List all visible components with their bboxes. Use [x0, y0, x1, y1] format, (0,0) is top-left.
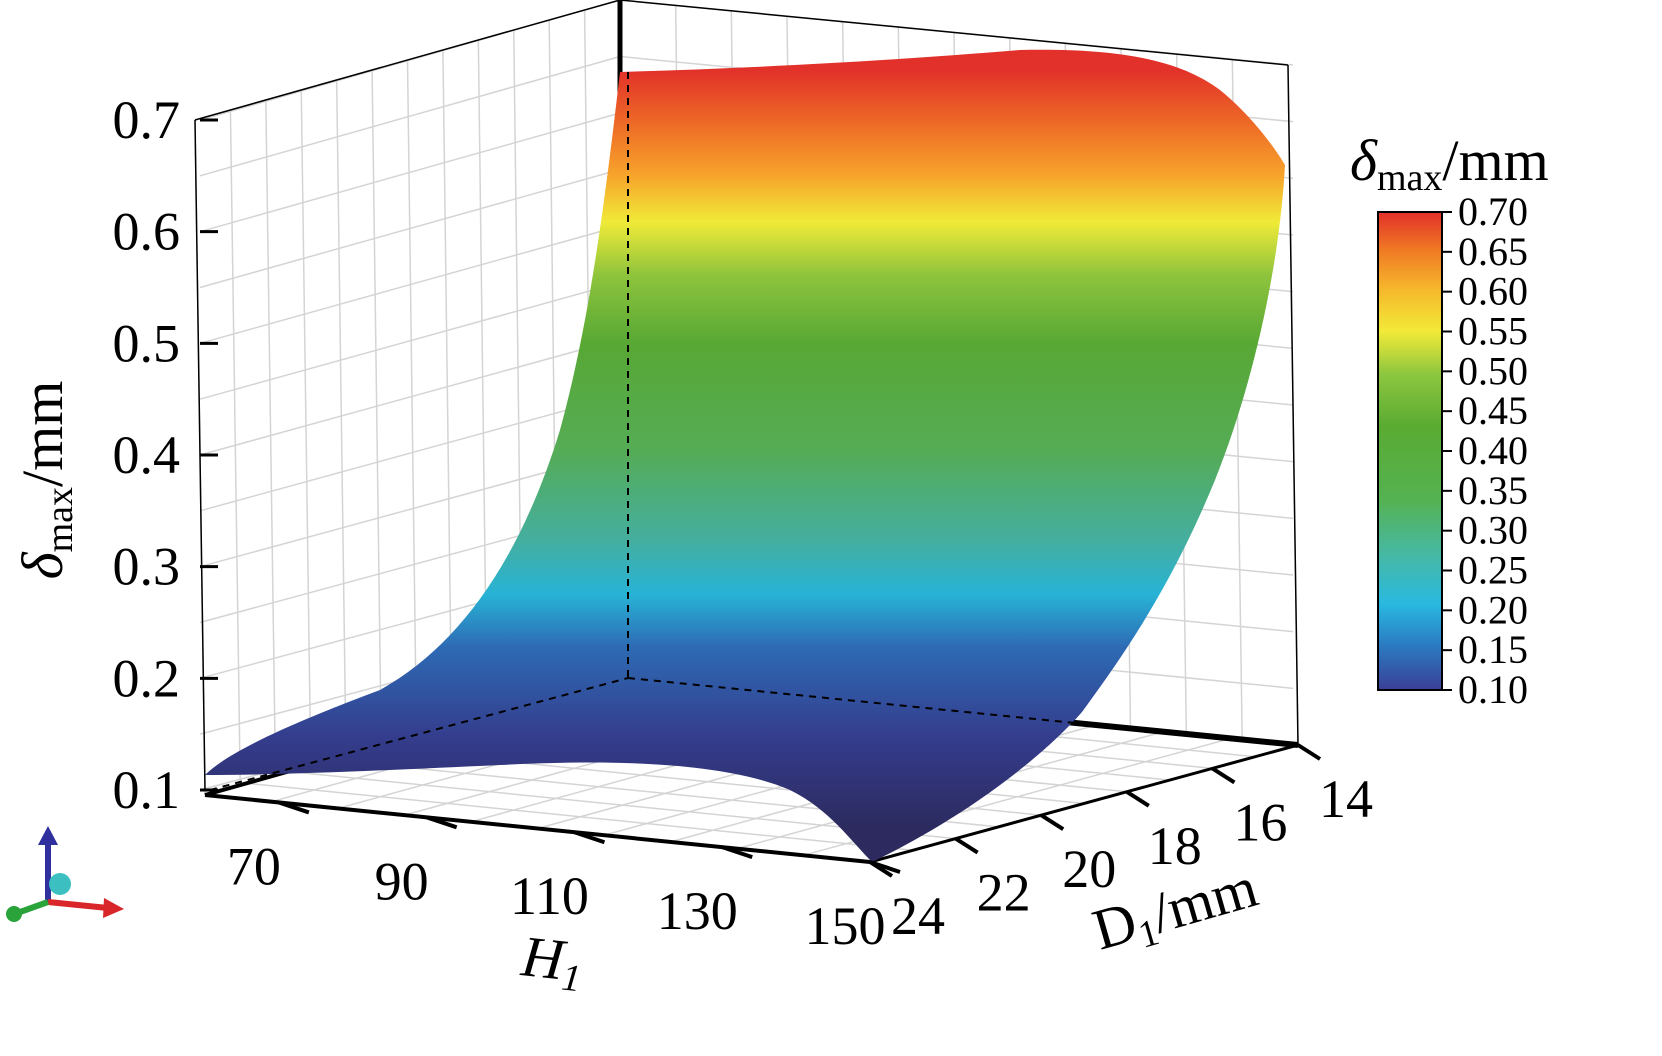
d1-tick-mark: [1125, 790, 1150, 808]
colorbar-title: δmax/mm: [1350, 128, 1549, 199]
z-axis-ticks: 0.1 0.2 0.3 0.4 0.5 0.6 0.7: [113, 90, 218, 820]
h1-tick-label: 70: [227, 836, 281, 896]
h1-tick-label: 110: [510, 866, 589, 926]
colorbar-tick-label: 0.40: [1458, 428, 1528, 473]
colorbar-bar: [1377, 211, 1443, 691]
h1-tick-label: 150: [805, 896, 886, 956]
h1-axis-title-main: H: [518, 923, 571, 992]
colorbar-title-unit: /mm: [1442, 128, 1548, 193]
h1-tick-mark: [278, 800, 310, 815]
h1-axis-title: H1: [517, 923, 586, 1000]
colorbar-tick-label: 0.10: [1458, 667, 1528, 712]
colorbar-tick-label: 0.25: [1458, 548, 1528, 593]
colorbar-tick-label: 0.20: [1458, 587, 1528, 632]
z-tick-label: 0.1: [113, 760, 181, 820]
z-tick-label: 0.5: [113, 313, 181, 373]
colorbar-ticks: 0.700.650.600.550.500.450.400.350.300.25…: [1442, 189, 1528, 712]
colorbar-tick-label: 0.50: [1458, 348, 1528, 393]
d1-axis-title-main: D: [1086, 888, 1144, 962]
orientation-triad-icon: [6, 826, 124, 922]
d1-tick-label: 20: [1062, 839, 1116, 899]
z-axis-title-main: δ: [10, 551, 75, 579]
h1-tick-label: 130: [657, 881, 738, 941]
colorbar-tick-label: 0.45: [1458, 388, 1528, 433]
hidden-floor-edge-right: [627, 677, 1086, 725]
d1-tick-mark: [1040, 813, 1065, 831]
d1-tick-mark: [954, 836, 979, 855]
z-axis-title-sub: max: [39, 487, 81, 552]
z-tick-label: 0.3: [113, 537, 181, 597]
colorbar-tick-label: 0.70: [1458, 189, 1528, 234]
right-wall-top-edge: [619, 0, 1289, 66]
colorbar-tick-label: 0.60: [1458, 269, 1528, 314]
z-tick-label: 0.7: [113, 90, 181, 150]
d1-tick-label: 14: [1319, 769, 1373, 829]
h1-tick-label: 90: [375, 851, 429, 911]
colorbar-tick-label: 0.65: [1458, 229, 1528, 274]
z-tick-label: 0.6: [113, 202, 181, 262]
colorbar-title-sub: max: [1377, 157, 1442, 199]
colorbar: δmax/mm 0.700.650.600.550.500.450.400.35…: [1350, 128, 1549, 712]
d1-tick-mark: [1296, 743, 1322, 761]
svg-text:H1: H1: [517, 923, 586, 1000]
left-wall-top-edge: [194, 0, 621, 121]
d1-tick-mark: [1211, 766, 1236, 785]
d1-tick-label: 22: [977, 863, 1031, 923]
d1-axis-ticks: 14 16 18 20 22 24: [868, 743, 1373, 946]
h1-axis-title-sub: 1: [560, 957, 583, 1001]
d1-tick-label: 16: [1233, 792, 1287, 852]
z-tick-label: 0.4: [113, 425, 181, 485]
z-axis-title: δmax/mm: [10, 381, 81, 580]
d1-tick-label: 18: [1148, 816, 1202, 876]
colorbar-tick-label: 0.35: [1458, 468, 1528, 513]
colorbar-title-main: δ: [1350, 128, 1378, 193]
h1-tick-mark: [426, 815, 458, 830]
d1-tick-mark: [868, 860, 894, 878]
svg-text:δmax/mm: δmax/mm: [10, 381, 81, 580]
z-axis-title-unit: /mm: [10, 381, 75, 487]
d1-tick-label: 24: [891, 886, 945, 946]
right-wall-right-edge: [1287, 64, 1299, 746]
colorbar-tick-label: 0.30: [1458, 508, 1528, 553]
z-tick-label: 0.2: [113, 648, 181, 708]
colorbar-tick-label: 0.55: [1458, 309, 1528, 354]
h1-tick-mark: [721, 845, 753, 860]
h1-tick-mark: [573, 830, 606, 845]
h1-axis-line: [204, 793, 871, 864]
hidden-edges: [209, 72, 1086, 791]
d1-axis-line: [869, 743, 1299, 864]
colorbar-tick-label: 0.15: [1458, 627, 1528, 672]
response-surface: [205, 49, 1285, 862]
h1-axis-ticks: 70 90 110 130 150: [227, 800, 901, 956]
